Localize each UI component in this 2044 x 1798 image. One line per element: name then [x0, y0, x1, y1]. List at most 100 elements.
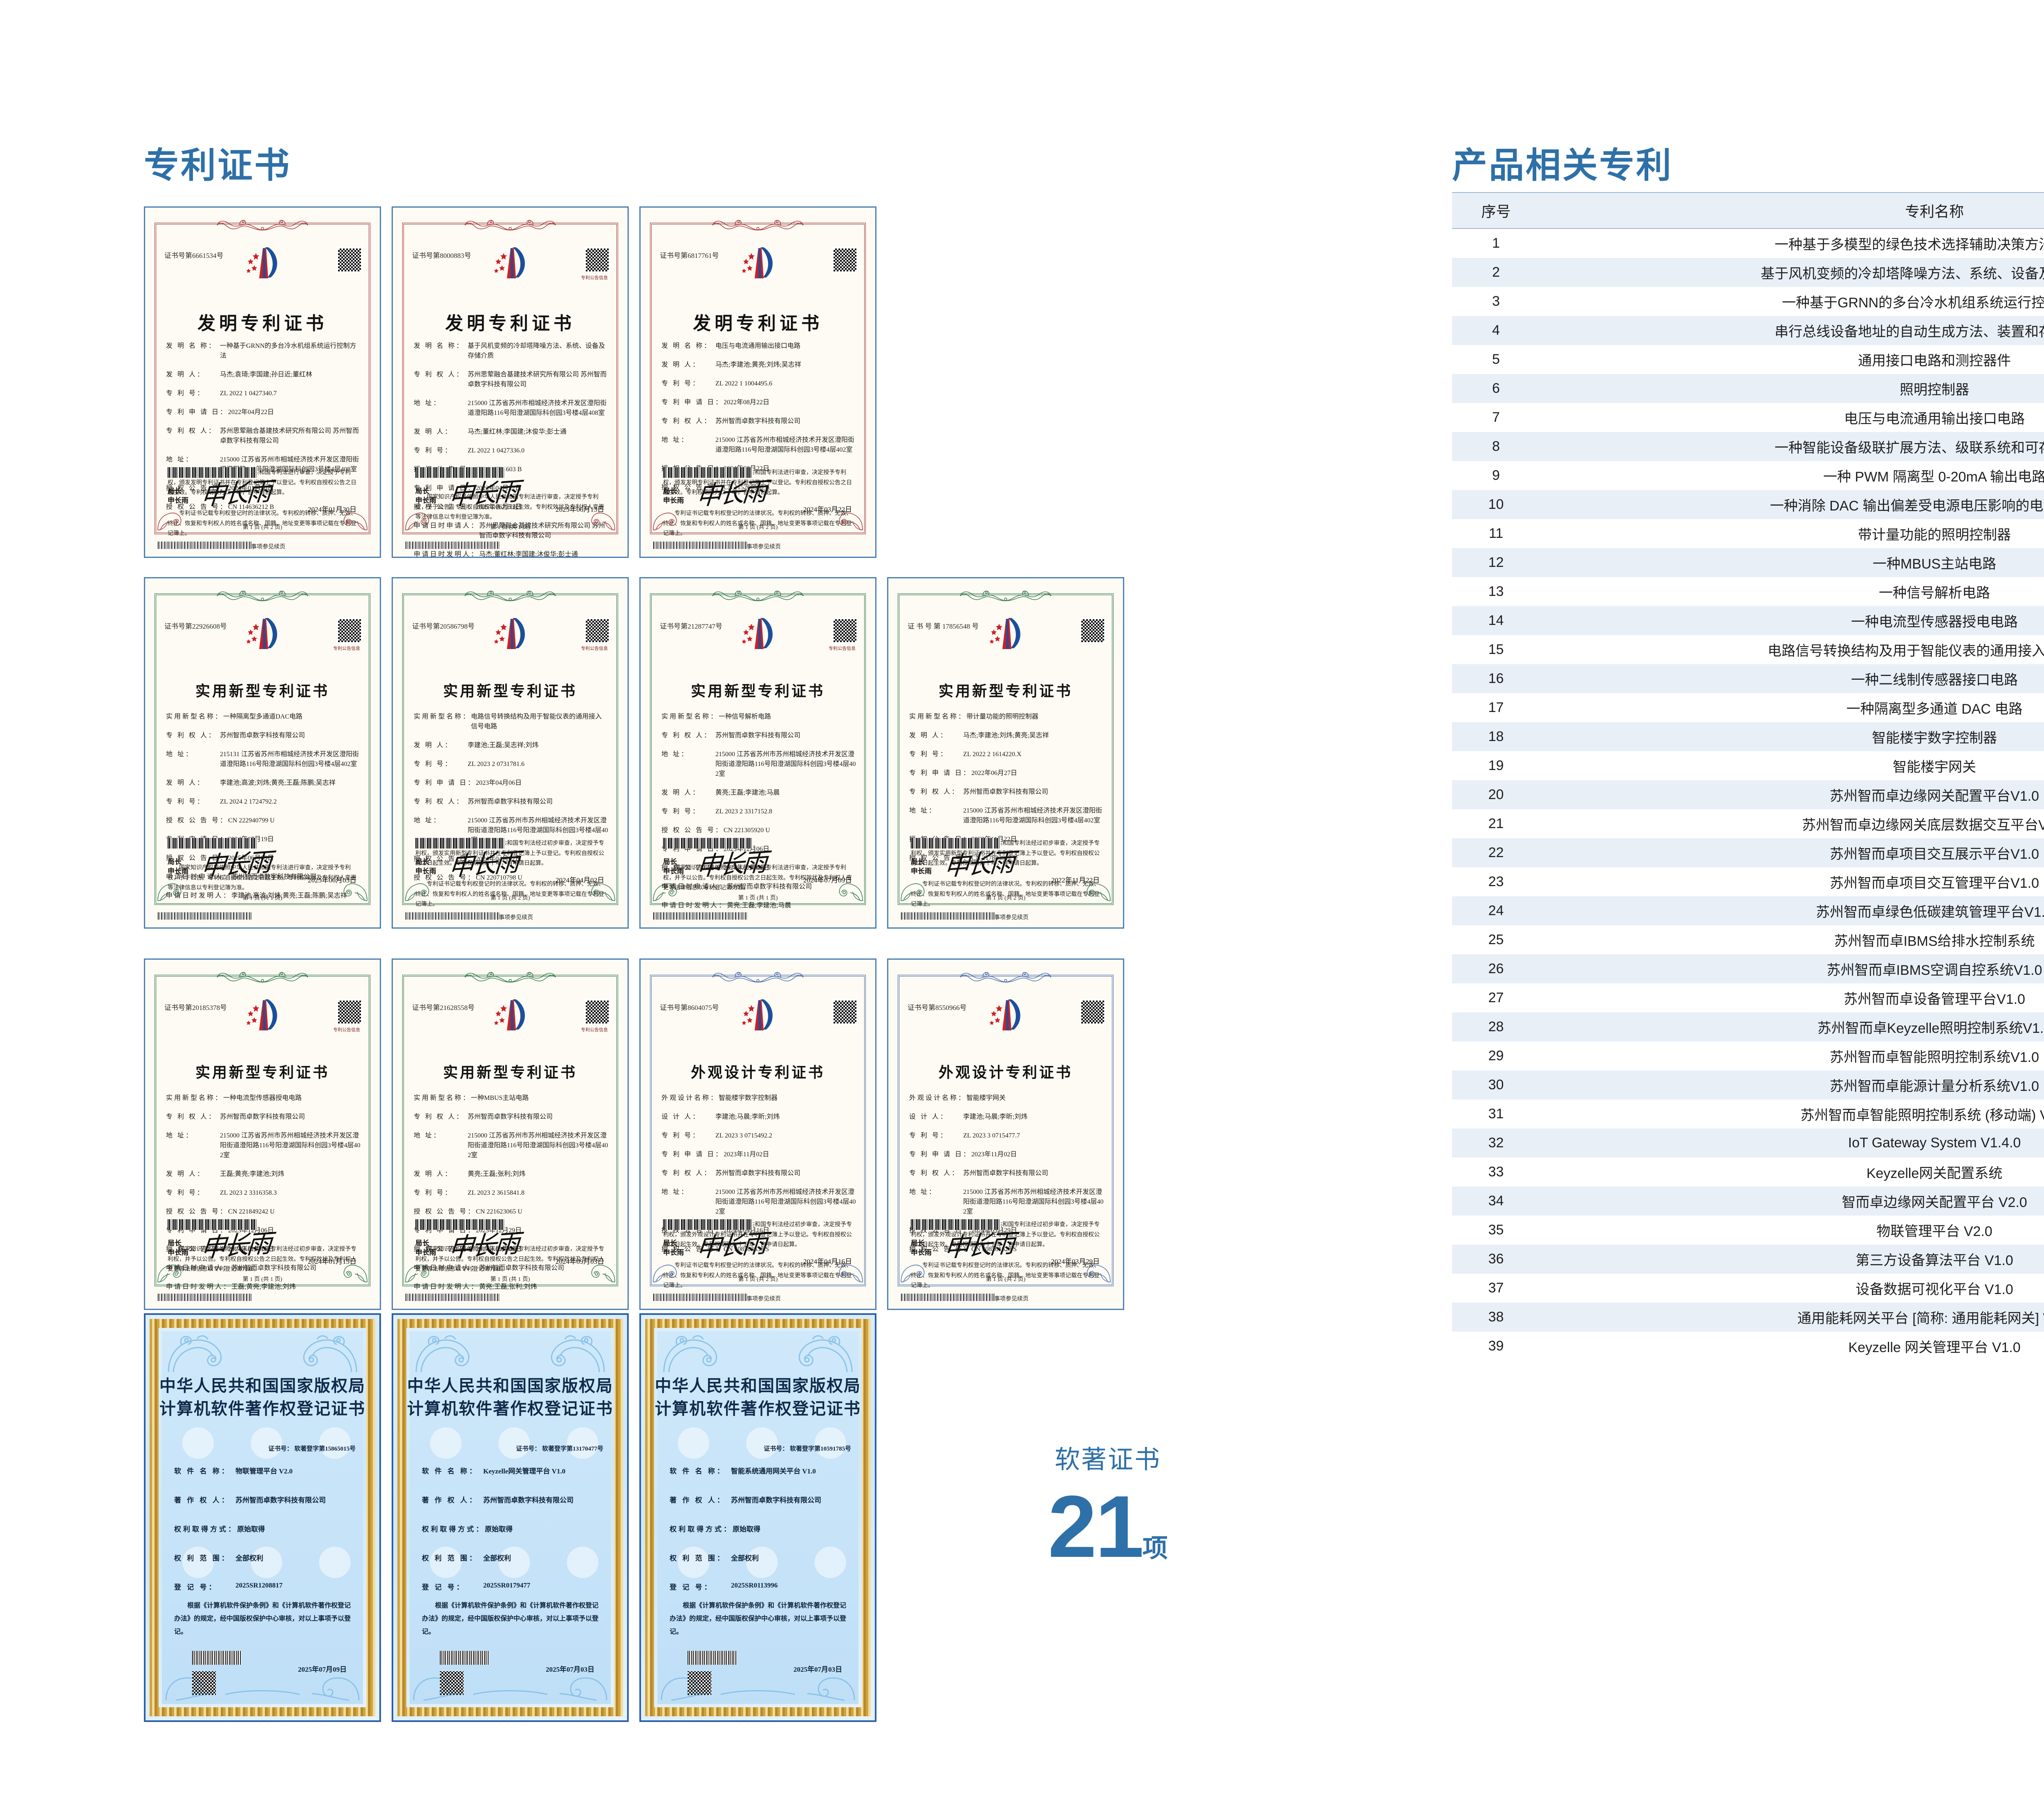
corner-flourish-icon [404, 502, 436, 532]
certificate-field-key: 授 权 公 告 日： [166, 855, 229, 862]
certificate-number: 证书号第21628558号 [412, 1004, 475, 1012]
software-certificate-field: 权 利 范 围： 全部权利 [422, 1552, 604, 1563]
patent-certificate-card[interactable]: 证书号第20586798号 专利公告信息 实用新型专利证书 实用新型名称： 电路… [392, 577, 629, 929]
qr-code-icon[interactable] [1080, 999, 1105, 1025]
certificate-field-value: ZL 2022 1 0427336.0 [468, 447, 524, 454]
patent-certificate-card[interactable]: 证书号第6817761号 发明专利证书 发 明 名 称： 电压与电流通用输出接口… [639, 206, 876, 558]
certificate-inner-frame [402, 223, 618, 534]
cell-patent-name: 一种基于多模型的绿色技术选择辅助决策方法和系统 [1775, 237, 2044, 253]
certificate-field-key: 专 利 权 人： [166, 1113, 217, 1120]
director-signature-block: 局长 申长雨 [168, 487, 188, 506]
cell-patent-name: 智而卓边缘网关配置平台 V2.0 [1540, 1187, 2044, 1216]
software-certificate-number: 证书号： 软著登字第13170477号 [516, 1444, 603, 1453]
cell-index: 15 [1488, 642, 1504, 657]
certificate-title: 外观设计专利证书 [690, 1064, 825, 1081]
qr-code-icon[interactable] [585, 618, 610, 643]
patent-certificate-card[interactable]: 证书号第8604075号 外观设计专利证书 外观设计名称： 智能楼宇数字控制器 … [639, 958, 876, 1310]
table-row: 33 Keyzelle网关配置系统 软著 [1452, 1158, 2044, 1187]
certificate-field: 申请日时发明人： 马杰;董红林;李国建;沐俊华;彭士通 [414, 550, 608, 558]
dragon-flourish-icon [215, 969, 309, 983]
patent-certificate-card[interactable]: 证书号第21628558号 专利公告信息 实用新型专利证书 实用新型名称： 一种… [392, 958, 629, 1310]
software-certificate-number-value: 软著登字第10591785号 [789, 1446, 851, 1452]
certificate-field-value: 215000 江苏省苏州市苏州相城经济技术开发区澄阳街道澄阳路116号阳澄湖国际… [715, 1189, 856, 1215]
patent-certificate-card[interactable]: 证书号第21287747号 专利公告信息 实用新型专利证书 实用新型名称： 一种… [639, 577, 876, 929]
certificate-number: 证书号第22926608号 [164, 622, 227, 630]
soft-count-unit: 项 [1142, 1534, 1168, 1563]
certificate-header: 证 书 号 第 17856548 号 [908, 616, 1105, 677]
software-field-value: 原始取得 [237, 1525, 265, 1533]
table-row: 25 苏州智而卓IBMS给排水控制系统 软著 [1452, 925, 2044, 954]
qr-code-icon[interactable] [688, 1671, 711, 1695]
certificate-field-key: 授 权 公 告 日： [166, 485, 229, 492]
qr-code-icon[interactable] [192, 1671, 216, 1695]
table-row: 16 一种二线制传感器接口电路 实用新型 [1452, 664, 2044, 693]
software-certificate-date: 2025年07月03日 [793, 1666, 842, 1673]
qr-code-icon[interactable] [1080, 618, 1105, 643]
qr-code-icon[interactable] [832, 999, 858, 1025]
cell-patent-name: 苏州智而卓绿色低碳建筑管理平台V1.0 [1540, 896, 2044, 925]
certificate-field: 申请日时申请人： 苏州智而卓数字科技有限公司 [414, 1263, 608, 1273]
certificate-field-value: 2022年04月22日 [228, 409, 274, 416]
certificate-issue-date: 2022年11月22日 [1051, 876, 1100, 884]
software-field-key: 软 件 名 称： [174, 1467, 231, 1475]
software-copyright-certificate-card[interactable]: 中华人民共和国国家版权局 计算机软件著作权登记证书 证书号： 软著登字第1317… [392, 1313, 629, 1722]
cell-patent-name: 电路信号转换结构及用于智能仪表的通用接入信号电路 [1768, 643, 2044, 659]
dragon-flourish-icon [463, 969, 557, 983]
certificate-fields: 实用新型名称： 带计量功能的照明控制器 发 明 人： 马杰;李建池;刘炜;黄亮;… [909, 712, 1104, 872]
corner-flourish-icon [337, 873, 369, 902]
certificate-field-value: ZL 2022 2 1614220.X [963, 751, 1022, 758]
barcode-icon [415, 467, 505, 478]
software-field-key: 著 作 权 人： [422, 1496, 478, 1504]
cell-index: 33 [1488, 1164, 1504, 1180]
software-copyright-certificate-card[interactable]: 中华人民共和国国家版权局 计算机软件著作权登记证书 证书号： 软著登字第1586… [144, 1313, 381, 1722]
certificate-field: 申请日时申请人： 苏州智而卓数字科技有限公司 [166, 1263, 361, 1273]
certificate-field: 专 利 权 人： 苏州思荤融合基建技术研究所有限公司 苏州智而卓数字科技有限公司 [166, 426, 361, 446]
cell-patent-name: 一种MBUS主站电路 [1540, 548, 2044, 577]
certificate-field-value: 马杰;李建池;黄亮;刘炜;吴志祥 [715, 361, 801, 368]
patent-certificate-card[interactable]: 证 书 号 第 17856548 号 实用新型专利证书 实用新型名称： 带计量功… [887, 577, 1124, 929]
software-copyright-certificate-card[interactable]: 中华人民共和国国家版权局 计算机软件著作权登记证书 证书号： 软著登字第1059… [639, 1313, 876, 1722]
certificate-field-key: 专 利 申 请 日： [661, 1151, 724, 1158]
cell-index: 22 [1452, 838, 1540, 867]
certificate-header: 证书号第21628558号 专利公告信息 [412, 998, 610, 1058]
qr-code-icon[interactable] [832, 618, 858, 643]
qr-code-icon[interactable] [337, 247, 362, 273]
certificate-field: 实用新型名称： 一种电流型传感器授电电路 [166, 1093, 361, 1103]
certificate-field-value: 一种信号解析电路 [719, 713, 771, 720]
software-certificate-field: 权利取得方式： 原始取得 [422, 1523, 604, 1534]
software-certificate-number: 证书号： 软著登字第15865015号 [268, 1444, 356, 1453]
certificate-field-key: 专 利 申 请 日： [909, 1151, 972, 1158]
certificate-field-value: 215000 江苏省苏州市苏州相城经济技术开发区澄阳街道澄阳路116号阳澄湖国际… [963, 1189, 1104, 1215]
certificate-field-key: 设 计 人： [661, 1113, 701, 1120]
certificate-field-key: 发 明 人： [414, 1171, 453, 1178]
qr-code-icon[interactable] [832, 247, 858, 273]
certificate-field-value: ZL 2023 3 0715492.2 [715, 1132, 772, 1139]
certificate-inner-frame [650, 593, 866, 905]
patent-certificate-card[interactable]: 证书号第6661534号 发明专利证书 发 明 名 称： 一种基于GRNN的多台… [144, 206, 381, 558]
certificate-field-value: 李建池;马晨;李昕;刘炜 [963, 1113, 1028, 1120]
patent-certificate-card[interactable]: 证书号第22926608号 专利公告信息 实用新型专利证书 实用新型名称： 一种… [144, 577, 381, 929]
qr-code-icon[interactable] [585, 247, 610, 273]
certificate-legal-text-1: 国家知识产权局依照中华人民共和国专利法经过初步审查，决定授予专利权，并予以公告。… [168, 1246, 356, 1272]
table-row: 9 一种 PWM 隔离型 0-20mA 输出电路 发明 [1452, 461, 2044, 490]
certificate-page-of: 第 1 页 (共 1 页) [242, 1276, 282, 1283]
certificate-field: 专 利 权 人： 苏州思荤融合基建技术研究所有限公司 苏州智而卓数字科技有限公司 [414, 370, 608, 390]
certificate-field-value: CN 221623065 U [476, 1208, 522, 1215]
certificate-field-key: 专 利 号： [661, 1132, 701, 1139]
patent-certificate-card[interactable]: 证书号第8550966号 外观设计专利证书 外观设计名称： 智能楼宇网关 设 计… [887, 958, 1124, 1310]
cell-patent-name: 设备数据可视化平台 V1.0 [1856, 1282, 2013, 1297]
dragon-flourish-icon [959, 969, 1053, 983]
qr-code-icon[interactable] [337, 999, 362, 1025]
cell-patent-name: 一种基于GRNN的多台冷水机组系统运行控制方法 [1782, 295, 2044, 311]
qr-code-icon[interactable] [585, 999, 610, 1025]
qr-code-icon[interactable] [440, 1671, 464, 1695]
patent-certificate-card[interactable]: 证书号第8000883号 专利公告信息 发明专利证书 发 明 名 称： 基于风机… [392, 206, 629, 558]
cell-index: 35 [1488, 1222, 1504, 1238]
qr-code-icon[interactable] [337, 618, 362, 643]
certificate-title: 实用新型专利证书 [443, 1064, 577, 1081]
table-row: 10 一种消除 DAC 输出偏差受电源电压影响的电路及方法 发明 [1452, 490, 2044, 519]
patent-certificate-card[interactable]: 证书号第20185378号 专利公告信息 实用新型专利证书 实用新型名称： 一种… [144, 958, 381, 1310]
certificate-field-key: 地 址： [909, 807, 937, 814]
certificate-field-value: 王磊;黄亮;李建池;刘炜 [231, 1283, 296, 1290]
director-signature-block: 局长 申长雨 [168, 858, 188, 876]
